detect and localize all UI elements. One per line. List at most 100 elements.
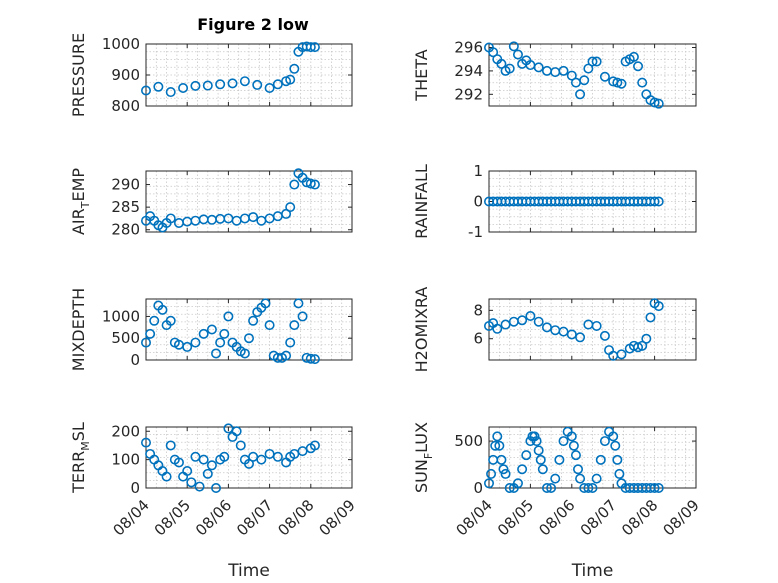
y-axis-label-main: AIR <box>69 208 88 235</box>
data-point <box>535 454 546 465</box>
data-point <box>496 58 507 69</box>
data-point <box>309 179 320 190</box>
data-point <box>653 196 664 207</box>
y-tick-label: 0 <box>473 193 483 211</box>
data-point <box>281 350 292 361</box>
panel-rainfall: -1 0 1 RAINFALL <box>412 162 697 241</box>
y-axis-label-tail: SL <box>69 422 88 441</box>
data-point <box>488 454 499 465</box>
data-point <box>157 304 168 315</box>
x-tick-label: 08/08 <box>618 496 661 539</box>
data-point <box>554 454 565 465</box>
x-tick-label: 08/07 <box>577 496 620 539</box>
data-point <box>285 74 296 85</box>
data-point <box>628 51 639 62</box>
data-point <box>637 77 648 88</box>
data-point <box>550 67 561 78</box>
data-point <box>575 332 586 343</box>
x-tick-label: 08/09 <box>660 496 703 539</box>
axes-frame <box>145 298 353 361</box>
data-point <box>141 437 152 448</box>
data-point <box>231 215 242 226</box>
data-point <box>566 70 577 81</box>
data-point <box>198 328 209 339</box>
data-point <box>616 349 627 360</box>
data-point <box>645 312 656 323</box>
data-point <box>616 78 627 89</box>
data-point <box>272 211 283 222</box>
data-point <box>583 482 594 493</box>
data-point <box>531 436 542 447</box>
y-axis-label-subscript: M <box>79 441 92 451</box>
data-point <box>521 450 532 461</box>
data-point <box>190 80 201 91</box>
data-point <box>215 337 226 348</box>
axes-frame <box>145 170 353 233</box>
data-point <box>649 482 660 493</box>
figure-title: Figure 2 low <box>197 15 309 34</box>
data-point <box>305 42 316 53</box>
x-tick-label: 08/06 <box>535 496 578 539</box>
data-point <box>492 323 503 334</box>
data-point <box>610 440 621 451</box>
y-axis-label-subscript: T <box>79 201 92 209</box>
y-tick-label: 0 <box>473 479 483 497</box>
data-point <box>498 464 509 475</box>
data-point <box>198 214 209 225</box>
data-point <box>190 215 201 226</box>
y-tick-label: 8 <box>473 301 483 319</box>
data-point <box>612 454 623 465</box>
data-point <box>500 468 511 479</box>
data-point <box>587 56 598 67</box>
y-tick-label: 1000 <box>102 307 140 325</box>
y-tick-label: 292 <box>454 85 483 103</box>
panel-h2omixra: 6 8 H2OMIXRA <box>412 287 697 373</box>
y-axis-label: H2OMIXRA <box>412 287 431 373</box>
data-point <box>260 298 271 309</box>
data-point <box>235 440 246 451</box>
axes-frame <box>488 43 697 107</box>
data-point <box>653 482 664 493</box>
data-point <box>223 311 234 322</box>
y-axis-label: SUNFLUX <box>412 422 435 493</box>
data-point <box>248 315 259 326</box>
data-point <box>186 477 197 488</box>
y-tick-label: 0 <box>130 479 140 497</box>
data-point <box>612 77 623 88</box>
data-point <box>550 473 561 484</box>
y-tick-label: 285 <box>111 198 140 216</box>
y-tick-label: 500 <box>111 329 140 347</box>
y-axis-label: PRESSURE <box>69 33 88 117</box>
data-point <box>297 446 308 457</box>
data-point <box>570 450 581 461</box>
data-point <box>504 63 515 74</box>
data-point <box>541 482 552 493</box>
data-point <box>289 320 300 331</box>
data-point <box>517 464 528 475</box>
y-axis-label: MIXDEPTH <box>69 288 88 371</box>
data-point <box>239 213 250 224</box>
data-point <box>583 63 594 74</box>
data-point <box>591 56 602 67</box>
data-point <box>599 330 610 341</box>
data-point <box>541 322 552 333</box>
data-point <box>579 75 590 86</box>
data-point <box>165 213 176 224</box>
data-point <box>252 79 263 90</box>
y-tick-label: 0 <box>130 351 140 369</box>
data-point <box>206 214 217 225</box>
data-point <box>653 301 664 312</box>
y-axis-label: THETA <box>412 49 431 101</box>
data-point <box>490 440 501 451</box>
x-tick-label: 08/06 <box>192 496 235 539</box>
x-tick-label: 08/05 <box>494 496 537 539</box>
data-point <box>309 354 320 365</box>
y-tick-label: 290 <box>111 176 140 194</box>
data-point <box>194 481 205 492</box>
y-axis-label: AIRTEMP <box>69 168 92 235</box>
data-point <box>165 315 176 326</box>
x-tick-label: 08/07 <box>233 496 276 539</box>
